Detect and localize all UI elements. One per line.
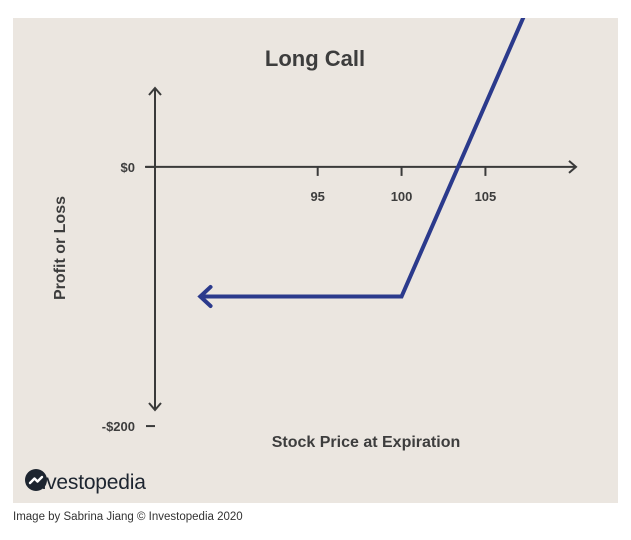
chart-title: Long Call — [265, 46, 365, 71]
x-axis-label: Stock Price at Expiration — [272, 434, 461, 451]
investopedia-logo-icon — [25, 469, 47, 491]
x-tick-label-100: 100 — [391, 189, 413, 204]
y-tick-label-0: $0 — [121, 160, 135, 175]
y-tick-label-1: -$200 — [102, 419, 135, 434]
x-axis-arrow — [568, 160, 578, 174]
y-axis-label: Profit or Loss — [52, 196, 69, 300]
payoff-line — [200, 18, 526, 299]
x-tick-label-105: 105 — [475, 189, 497, 204]
brand-name: Investopedia — [29, 471, 146, 494]
chart-panel: Long Call 95 100 105 $0 -$200 Stock Price at E… — [13, 18, 618, 503]
investopedia-brand: Investopedia — [25, 469, 146, 497]
y-axis-arrow-top — [148, 86, 162, 96]
payoff-arrow-left — [197, 284, 213, 309]
y-axis-arrow-bottom — [148, 402, 162, 412]
x-tick-label-95: 95 — [310, 189, 324, 204]
long-call-chart: Long Call 95 100 105 $0 -$200 Stock Price at E… — [52, 18, 578, 451]
image-credit: Image by Sabrina Jiang © Investopedia 20… — [13, 511, 243, 523]
